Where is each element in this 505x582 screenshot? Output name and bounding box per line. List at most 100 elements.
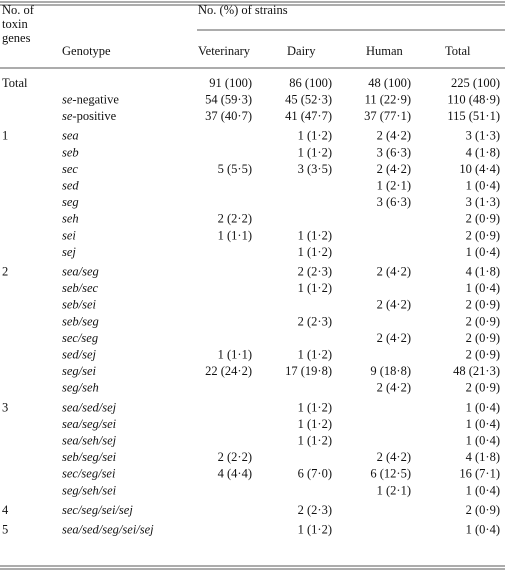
value-cell: 4 (1·8) [466,450,500,464]
value-cell: 1 (0·4) [466,483,500,497]
value-cell: 1 (1·2) [298,145,332,159]
group-cell: Total [2,76,28,90]
value-cell: 16 (7·1) [459,467,500,481]
value-cell: 91 (100) [209,76,252,90]
genotype-cell: sea [62,129,79,143]
genotype-cell: se-negative [62,92,119,106]
genotype-cell: sea/seg [62,264,99,278]
value-cell: 2 (0·9) [466,331,500,345]
value-cell: 4 (1·8) [466,264,500,278]
value-cell: 4 (4·4) [218,467,252,481]
value-cell: 1 (0·4) [466,433,500,447]
genotype-cell: seg/seh/sei [62,483,117,497]
genotype-cell: seg [62,195,79,209]
value-cell: 48 (100) [368,76,411,90]
value-cell: 4 (1·8) [466,145,500,159]
value-cell: 3 (1·3) [466,195,500,209]
genotype-cell: seb/seg/sei [62,450,117,464]
value-cell: 1 (0·4) [466,178,500,192]
value-cell: 1 (0·4) [466,281,500,295]
value-cell: 1 (1·2) [298,433,332,447]
group-cell: 2 [2,264,8,278]
value-cell: 2 (0·9) [466,503,500,517]
value-cell: 2 (4·2) [377,162,411,176]
genotype-cell: sed/sej [62,347,97,361]
genotype-cell: seb/seg [62,314,99,328]
group-cell: 1 [2,129,8,143]
genotype-cell: sec [62,162,78,176]
value-cell: 5 (5·5) [218,162,252,176]
value-cell: 2 (4·2) [377,331,411,345]
value-cell: 54 (59·3) [205,92,252,106]
value-cell: 2 (4·2) [377,450,411,464]
genotype-cell: sea/seh/sej [62,433,117,447]
value-cell: 1 (1·1) [218,347,252,361]
value-cell: 17 (19·8) [285,364,332,378]
group-cell: 5 [2,522,8,536]
genotype-cell: sej [62,245,76,259]
genotype-cell: sea/sed/seg/sei/sej [62,522,154,536]
value-cell: 2 (2·3) [298,264,332,278]
genotype-cell: sec/seg/sei/sej [62,503,133,517]
value-cell: 1 (1·2) [298,347,332,361]
value-cell: 1 (2·1) [377,483,411,497]
genotype-cell: seb [62,145,79,159]
value-cell: 3 (6·3) [377,145,411,159]
genotype-cell: seg/sei [62,364,97,378]
header-span: No. (%) of strains [198,3,288,17]
genotype-cell: seh [62,212,79,226]
genotype-cell: sed [62,178,79,192]
value-cell: 86 (100) [289,76,332,90]
value-cell: 41 (47·7) [285,109,332,123]
value-cell: 1 (0·4) [466,417,500,431]
value-cell: 2 (0·9) [466,228,500,242]
value-cell: 2 (2·2) [218,450,252,464]
value-cell: 1 (1·2) [298,417,332,431]
genotype-cell: se-positive [62,109,117,123]
value-cell: 3 (6·3) [377,195,411,209]
value-cell: 2 (0·9) [466,347,500,361]
value-cell: 2 (2·3) [298,314,332,328]
value-cell: 22 (24·2) [205,364,252,378]
genotype-cell: sec/seg [62,331,98,345]
value-cell: 2 (0·9) [466,381,500,395]
value-cell: 2 (4·2) [377,129,411,143]
value-cell: 3 (3·5) [298,162,332,176]
value-cell: 225 (100) [451,76,500,90]
value-cell: 1 (1·2) [298,228,332,242]
genotype-cell: sea/seg/sei [62,417,117,431]
value-cell: 2 (4·2) [377,298,411,312]
value-cell: 2 (4·2) [377,264,411,278]
value-cell: 45 (52·3) [285,92,332,106]
value-cell: 1 (0·4) [466,400,500,414]
header-column: Human [366,44,404,58]
value-cell: 1 (1·2) [298,129,332,143]
value-cell: 1 (2·1) [377,178,411,192]
value-cell: 1 (1·2) [298,245,332,259]
genotype-cell: sea/sed/sej [62,400,117,414]
value-cell: 6 (7·0) [298,467,332,481]
header-group: No. of [2,3,35,17]
genotype-cell: sec/seg/sei [62,467,116,481]
value-cell: 2 (4·2) [377,381,411,395]
group-cell: 3 [2,400,8,414]
value-cell: 115 (51·1) [447,109,500,123]
value-cell: 37 (77·1) [364,109,411,123]
value-cell: 1 (0·4) [466,522,500,536]
genotype-cell: seb/sei [62,298,97,312]
value-cell: 1 (1·1) [218,228,252,242]
value-cell: 1 (0·4) [466,245,500,259]
header-group: genes [2,31,31,45]
genotype-cell: sei [62,228,76,242]
genotype-cell: seb/sec [62,281,99,295]
header-group: toxin [2,17,28,31]
header-genotype: Genotype [62,44,111,58]
value-cell: 110 (48·9) [447,92,500,106]
value-cell: 2 (2·3) [298,503,332,517]
value-cell: 2 (0·9) [466,298,500,312]
header-column: Veterinary [198,44,251,58]
value-cell: 2 (2·2) [218,212,252,226]
value-cell: 1 (1·2) [298,400,332,414]
value-cell: 1 (1·2) [298,281,332,295]
